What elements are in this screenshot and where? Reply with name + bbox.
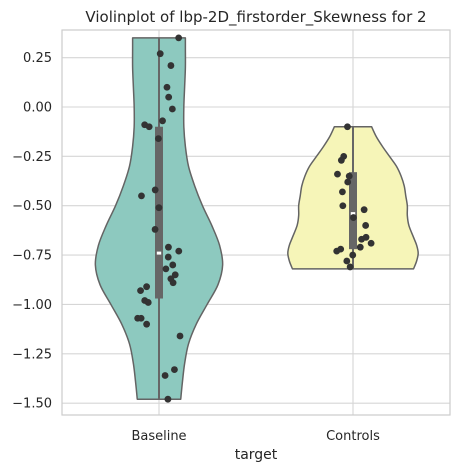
- data-point-controls: [360, 206, 368, 214]
- chart-title: Violinplot of lbp-2D_firstorder_Skewness…: [85, 8, 426, 27]
- data-point-controls: [339, 188, 346, 196]
- data-point-controls: [339, 202, 347, 210]
- y-tick-label: 0.25: [23, 51, 52, 66]
- y-tick-label: 0.00: [23, 101, 52, 116]
- data-point-baseline: [143, 320, 151, 328]
- y-tick-label: −0.25: [12, 150, 52, 165]
- data-point-controls: [333, 247, 341, 255]
- data-point-controls: [337, 156, 345, 164]
- data-point-baseline: [165, 93, 173, 101]
- inner-boxes: [155, 37, 357, 400]
- data-point-baseline: [175, 34, 183, 42]
- data-point-controls: [356, 243, 364, 251]
- data-point-controls: [334, 170, 341, 178]
- data-point-baseline: [138, 192, 145, 200]
- iqr-box-baseline: [155, 126, 163, 299]
- data-point-baseline: [151, 186, 159, 194]
- data-point-baseline: [171, 271, 179, 279]
- data-point-controls: [358, 235, 365, 243]
- data-point-baseline: [162, 265, 170, 273]
- y-tick-label: −1.00: [12, 298, 52, 313]
- x-tick-labels: Baseline Controls: [131, 429, 380, 444]
- data-point-controls: [345, 172, 353, 180]
- data-point-baseline: [163, 83, 171, 91]
- data-point-baseline: [151, 226, 159, 233]
- data-point-baseline: [155, 204, 163, 212]
- data-point-baseline: [154, 135, 162, 142]
- plot-frame: [61, 29, 451, 416]
- data-point-baseline: [171, 366, 178, 373]
- x-tick-label: Baseline: [131, 429, 186, 444]
- data-point-baseline: [159, 117, 166, 125]
- x-axis-label: target: [235, 447, 278, 463]
- median-marker-baseline: [156, 251, 162, 255]
- data-point-baseline: [164, 395, 172, 403]
- data-point-controls: [344, 178, 352, 186]
- y-tick-label: −1.25: [12, 347, 52, 362]
- data-point-controls: [362, 222, 370, 229]
- data-point-baseline: [156, 50, 164, 58]
- iqr-box-controls: [349, 172, 357, 250]
- x-tick-label: Controls: [326, 429, 380, 444]
- y-tick-label: −1.50: [12, 397, 52, 412]
- strip-points: [134, 34, 375, 403]
- data-point-controls: [350, 214, 357, 221]
- data-point-baseline: [145, 123, 153, 131]
- data-point-baseline: [175, 247, 183, 255]
- data-point-controls: [349, 251, 357, 259]
- data-point-baseline: [161, 372, 169, 379]
- data-point-baseline: [176, 332, 184, 340]
- data-point-controls: [367, 239, 375, 247]
- data-point-baseline: [137, 287, 144, 295]
- data-point-baseline: [144, 299, 152, 306]
- data-point-baseline: [169, 279, 177, 287]
- axis-spines: [61, 29, 451, 416]
- y-tick-label: −0.75: [12, 249, 52, 264]
- median-marker-controls: [350, 212, 356, 216]
- data-point-baseline: [143, 283, 151, 291]
- data-point-baseline: [169, 261, 177, 269]
- data-point-baseline: [164, 253, 172, 261]
- data-point-baseline: [168, 105, 176, 113]
- data-point-baseline: [165, 243, 172, 251]
- data-point-controls: [346, 263, 354, 271]
- data-point-controls: [343, 257, 351, 265]
- data-point-baseline: [167, 62, 175, 69]
- y-tick-labels: 0.25 0.00 −0.25 −0.50 −0.75 −1.00 −1.25 −1.50: [12, 51, 52, 412]
- data-point-baseline: [137, 314, 145, 322]
- data-point-controls: [344, 123, 351, 131]
- y-tick-label: −0.50: [12, 199, 52, 214]
